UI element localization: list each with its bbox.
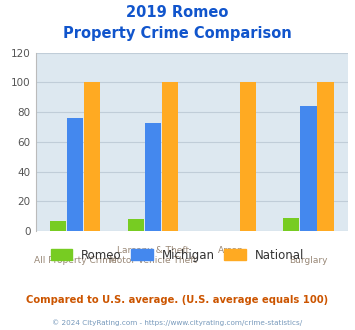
- Bar: [240, 82, 256, 231]
- Text: Property Crime Comparison: Property Crime Comparison: [63, 26, 292, 41]
- Text: Compared to U.S. average. (U.S. average equals 100): Compared to U.S. average. (U.S. average …: [26, 295, 329, 305]
- Bar: [50, 220, 66, 231]
- Bar: [300, 106, 317, 231]
- Bar: [283, 218, 300, 231]
- Text: Larceny & Theft: Larceny & Theft: [117, 246, 189, 255]
- Bar: [127, 219, 144, 231]
- Text: Arson: Arson: [218, 246, 244, 255]
- Text: 2019 Romeo: 2019 Romeo: [126, 5, 229, 20]
- Text: All Property Crime: All Property Crime: [34, 256, 116, 265]
- Text: © 2024 CityRating.com - https://www.cityrating.com/crime-statistics/: © 2024 CityRating.com - https://www.city…: [53, 319, 302, 326]
- Bar: [67, 118, 83, 231]
- Legend: Romeo, Michigan, National: Romeo, Michigan, National: [46, 244, 309, 266]
- Text: Burglary: Burglary: [289, 256, 328, 265]
- Bar: [317, 82, 334, 231]
- Bar: [144, 122, 161, 231]
- Text: Motor Vehicle Theft: Motor Vehicle Theft: [109, 256, 197, 265]
- Bar: [162, 82, 178, 231]
- Bar: [84, 82, 100, 231]
